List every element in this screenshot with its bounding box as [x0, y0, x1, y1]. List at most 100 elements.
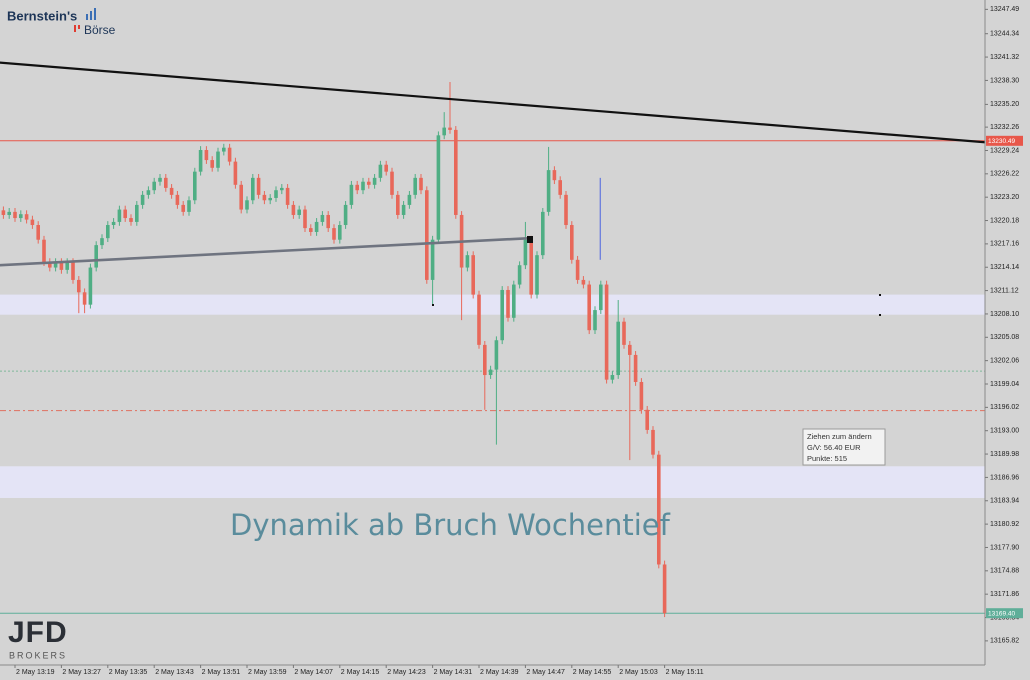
candle-body [210, 160, 214, 168]
y-tick-label: 13193.00 [990, 428, 1019, 435]
zone [0, 466, 985, 498]
y-tick-label: 13171.86 [990, 591, 1019, 598]
candle-body [552, 170, 557, 181]
candle-body [506, 289, 510, 318]
candle-body [198, 150, 203, 172]
brand-name: Bernstein's [7, 8, 77, 23]
y-tick-label: 13180.92 [990, 521, 1019, 528]
logo-bottom: JFD BROKERS [8, 616, 68, 660]
zone [0, 294, 985, 315]
broker-name: JFD [8, 616, 68, 649]
candle-body [628, 344, 632, 355]
candle-body [19, 214, 23, 219]
candle-body [48, 262, 52, 268]
zones [0, 294, 985, 498]
candle-body [187, 200, 191, 212]
y-tick-label: 13196.02 [990, 404, 1019, 411]
candle-body [564, 194, 568, 226]
candle-body [419, 177, 423, 191]
candle-body [77, 279, 81, 293]
y-tick-label: 13177.90 [990, 544, 1019, 551]
candle-body [65, 262, 69, 270]
y-tick-label: 13211.12 [990, 287, 1019, 294]
candle-body [135, 204, 139, 222]
candle-body [245, 200, 249, 210]
candle-body [1, 210, 6, 215]
candle-body [106, 225, 110, 239]
candle-body [662, 564, 667, 614]
y-tick-label: 13223.20 [990, 194, 1019, 201]
candle-body [454, 129, 458, 215]
x-tick-label: 2 May 15:03 [619, 669, 658, 676]
x-tick-label: 2 May 13:43 [155, 669, 194, 676]
candle-body [355, 184, 359, 191]
candle-body [390, 171, 394, 195]
candle-body [529, 239, 533, 295]
candle-body [152, 181, 156, 191]
marker [527, 236, 533, 243]
candle-body [338, 225, 342, 240]
tooltip-line: Ziehen zum ändern [807, 432, 872, 441]
brand-icon [94, 8, 96, 20]
brand-icon [78, 25, 80, 29]
candle-body [280, 187, 284, 191]
y-tick-label: 13226.22 [990, 171, 1019, 178]
candle-body [604, 284, 609, 380]
x-tick-label: 2 May 13:19 [16, 669, 55, 676]
candle-body [100, 238, 104, 246]
candle-body [581, 279, 586, 285]
candle-body [30, 219, 35, 226]
x-tick-label: 2 May 14:15 [341, 669, 380, 676]
marker [879, 314, 881, 316]
candle-body [88, 267, 93, 305]
candle-body [639, 381, 644, 410]
levels [0, 140, 985, 614]
y-tick-label: 13220.18 [990, 217, 1019, 224]
candle-body [442, 127, 446, 136]
candle-body [314, 221, 319, 232]
candle-body [268, 197, 272, 201]
candle-body [239, 184, 243, 210]
brand-name: Börse [84, 23, 116, 37]
candle-body [164, 177, 168, 188]
candle-body [575, 259, 580, 280]
price-tag-label: 13230.49 [988, 138, 1015, 145]
candle-body [320, 214, 325, 222]
candle-body [616, 321, 620, 376]
y-tick-label: 13186.96 [990, 474, 1019, 481]
candle-body [181, 204, 185, 212]
x-tick-label: 2 May 14:07 [294, 669, 333, 676]
candle-body [216, 151, 220, 168]
x-tick-label: 2 May 14:55 [573, 669, 612, 676]
candle-body [645, 409, 649, 430]
candle-body [24, 214, 29, 220]
y-tick-label: 13205.08 [990, 334, 1019, 341]
candle-body [483, 344, 487, 376]
candle-body [262, 194, 267, 201]
candle-body [169, 187, 174, 195]
ticks: 13247.49 13244.34 13241.32 13238.30 13235.20… [14, 6, 1023, 676]
candle-body [546, 170, 551, 212]
y-tick-label: 13217.16 [990, 241, 1019, 248]
tooltip-line: G/V: 56.40 EUR [807, 443, 861, 452]
y-tick-label: 13183.94 [990, 498, 1019, 505]
candle-body [622, 321, 626, 345]
candle-body [477, 294, 481, 345]
y-tick-label: 13208.10 [990, 311, 1019, 318]
candle-body [349, 184, 354, 205]
candles [1, 81, 667, 618]
price-tag [986, 608, 1023, 619]
y-tick-label: 13244.34 [990, 31, 1019, 38]
candle-body [500, 289, 504, 341]
candle-body [71, 262, 75, 280]
candle-body [372, 177, 377, 185]
x-tick-label: 2 May 13:51 [202, 669, 241, 676]
candle-body [274, 190, 278, 198]
price-tag-label: 13169.40 [988, 610, 1015, 617]
trendline [0, 61, 985, 144]
candle-body [13, 211, 17, 219]
candle-body [233, 161, 238, 185]
candle-body [535, 255, 539, 295]
candle-body [117, 209, 122, 222]
